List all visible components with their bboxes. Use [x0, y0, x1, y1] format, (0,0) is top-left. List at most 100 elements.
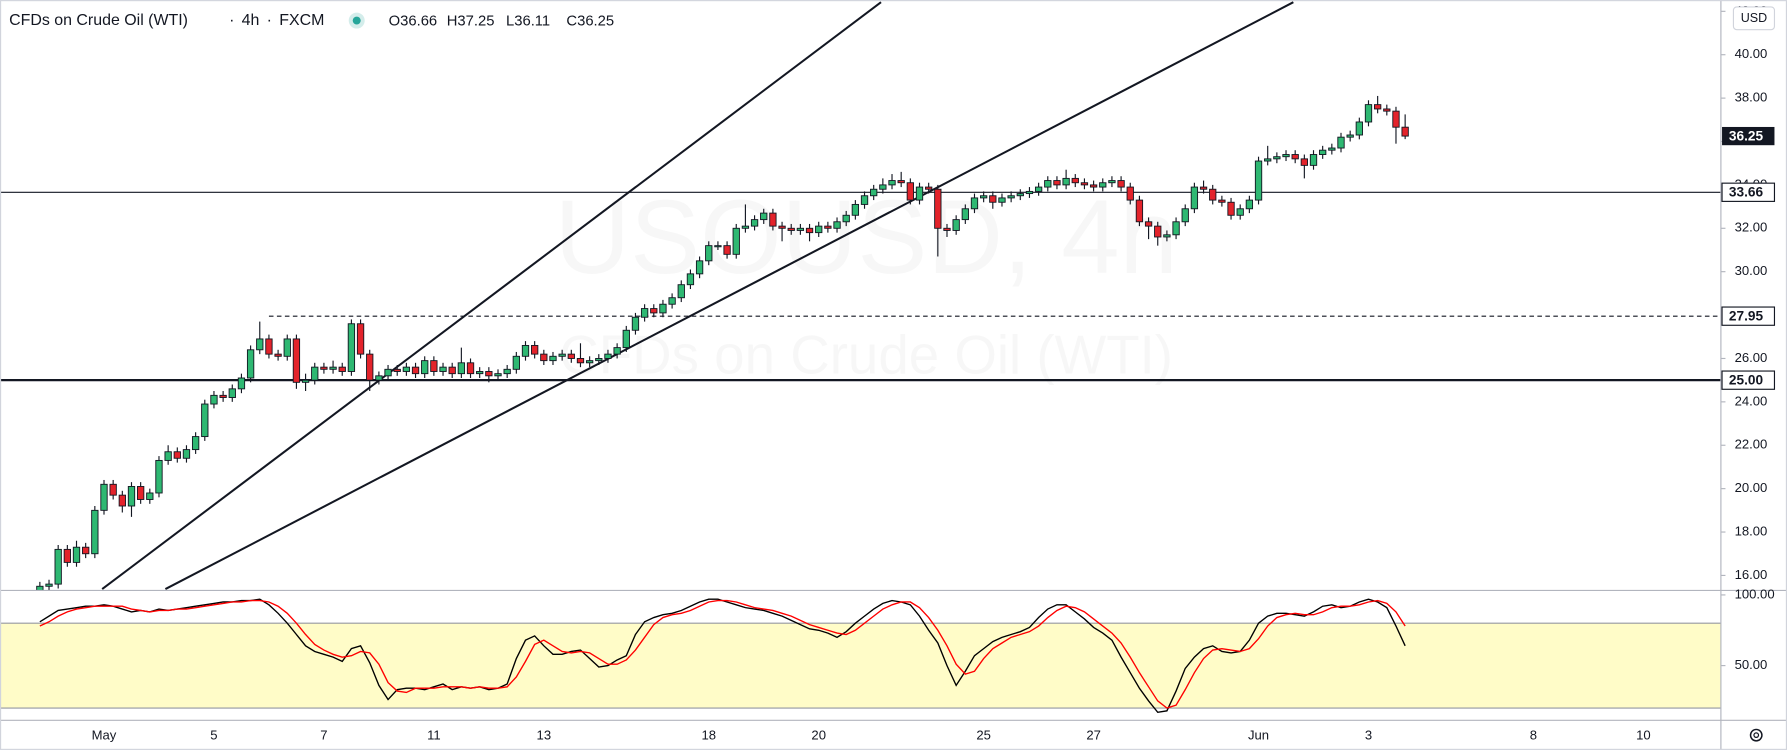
candle-body: [549, 355, 557, 362]
price-pane: USOUSD, 4h CFDs on Crude Oil (WTI): [0, 1, 1721, 591]
candle-body: [750, 219, 759, 227]
candle-body: [127, 486, 136, 507]
candle-body: [82, 546, 90, 555]
candle-body: [686, 273, 695, 286]
candle-body: [631, 316, 640, 331]
high-value: H37.25: [447, 14, 495, 30]
candle-body: [283, 338, 291, 357]
candle-body: [558, 353, 566, 357]
candle-body: [860, 195, 869, 205]
candle-body: [1080, 182, 1089, 186]
candle-body: [228, 388, 236, 398]
price-label-box: [1721, 306, 1776, 326]
candle-body: [347, 323, 356, 372]
separator: ·: [229, 12, 234, 29]
candle-body: [155, 459, 163, 494]
candle-body: [329, 366, 337, 370]
candle-body: [1374, 104, 1382, 110]
last-price-label: 36.25: [1729, 128, 1764, 143]
x-tick-label: Jun: [1248, 728, 1269, 743]
candle-body: [503, 368, 511, 375]
candle-body: [650, 308, 658, 314]
candle-body: [164, 451, 172, 461]
candle-body: [1273, 156, 1281, 160]
candle-body: [851, 203, 860, 216]
market-status[interactable]: [352, 16, 361, 25]
candle-body: [815, 225, 823, 234]
candle-body: [567, 353, 575, 359]
candle-body: [705, 245, 713, 262]
candle-body: [540, 353, 548, 362]
y-tick-label: 22.00: [1735, 437, 1768, 452]
candle-body: [787, 227, 795, 231]
stoch-tick-label: 50.00: [1735, 657, 1768, 672]
settings-icon[interactable]: [1749, 728, 1763, 742]
candle-body: [430, 360, 438, 372]
candle-body: [476, 371, 484, 375]
candle-body: [824, 225, 832, 229]
candle-body: [576, 358, 585, 364]
candle-body: [613, 347, 621, 355]
candle-body: [1245, 199, 1254, 210]
trend-line: [164, 1, 1294, 591]
x-tick-label: 11: [427, 728, 441, 743]
y-tick-label: 20.00: [1735, 480, 1768, 495]
axis-overlay: 33.66 27.95 25.00 36.25 USD: [1721, 6, 1776, 390]
watermark-description: CFDs on Crude Oil (WTI): [559, 323, 1173, 385]
source: FXCM: [279, 12, 324, 29]
candle-body: [411, 366, 420, 375]
candle-body: [494, 373, 502, 377]
stochastic-pane: [0, 598, 1721, 713]
candle-body: [1117, 180, 1125, 188]
candle-body: [915, 186, 924, 201]
trend-line: [101, 1, 882, 590]
candle-body: [1154, 225, 1162, 238]
y-tick-label: 24.00: [1735, 393, 1768, 408]
currency-box: [1732, 6, 1776, 31]
candle-body: [531, 344, 539, 355]
candle-body: [1254, 160, 1263, 201]
candle-body: [1392, 110, 1400, 128]
price-label-box: [1721, 182, 1776, 202]
y-tick-label: 38.00: [1735, 90, 1768, 105]
x-tick-label: May: [92, 728, 117, 743]
candle-body: [118, 494, 126, 507]
y-tick-label: 32.00: [1735, 220, 1768, 235]
currency: USD: [1741, 11, 1767, 25]
candle-body: [182, 449, 191, 459]
candle-body: [1199, 186, 1208, 190]
candle-body: [91, 509, 99, 555]
stoch-tick-label: 100.00: [1735, 586, 1775, 601]
x-tick-label: 7: [320, 728, 327, 743]
candle-body: [888, 180, 896, 186]
candle-body: [311, 366, 319, 381]
candle-body: [1264, 158, 1272, 162]
candle-body: [585, 360, 594, 364]
candle-body: [1053, 180, 1061, 186]
candle-body: [1319, 149, 1327, 155]
candle-body: [998, 197, 1006, 203]
candle-body: [36, 585, 44, 591]
settings-button[interactable]: [1749, 728, 1763, 742]
candle-body: [1025, 190, 1034, 195]
low-value: L36.11: [506, 14, 550, 30]
x-tick-label: 18: [701, 728, 716, 743]
candle-body: [1227, 201, 1235, 216]
candle-body: [191, 436, 200, 451]
candle-body: [1346, 134, 1354, 138]
candle-body: [1218, 199, 1226, 203]
x-tick-label: 20: [811, 728, 826, 743]
candle-body: [769, 212, 777, 227]
candle-body: [1044, 180, 1052, 188]
candle-body: [356, 323, 365, 355]
candle-body: [595, 358, 603, 362]
symbol-title: CFDs on Crude Oil (WTI): [9, 12, 188, 29]
price-label: 25.00: [1729, 372, 1764, 387]
candle-body: [109, 483, 117, 496]
y-tick-label: 30.00: [1735, 263, 1768, 278]
legend: CFDs on Crude Oil (WTI) · 4h · FXCM O36.…: [9, 12, 614, 30]
candle-body: [925, 186, 933, 190]
candle-body: [741, 225, 750, 229]
